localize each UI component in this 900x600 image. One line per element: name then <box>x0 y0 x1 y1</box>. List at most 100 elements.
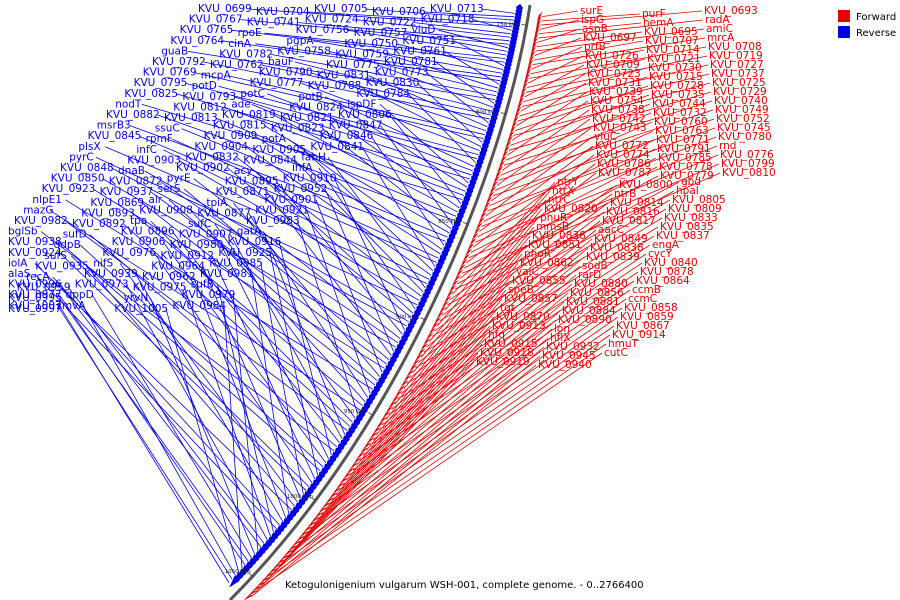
gene-label: KVU_0760 <box>654 116 708 128</box>
leader-line <box>313 316 495 525</box>
gene-label: KVU_0869 <box>90 197 144 209</box>
leader-line <box>470 157 657 253</box>
gene-label: KVU_0870 <box>496 311 550 323</box>
gene-label: KVU_0707 <box>645 35 699 47</box>
gene-feature <box>425 332 434 342</box>
gene-label: KVU_0903 <box>127 154 181 166</box>
gene-feature <box>251 586 263 593</box>
leader-line <box>519 76 648 117</box>
leader-line <box>264 125 450 234</box>
gene-label: KVU_0813 <box>164 112 218 124</box>
gene-label: rarD <box>578 269 601 281</box>
leader-line <box>141 104 463 200</box>
gene-label: viuC <box>594 131 617 143</box>
leader-line <box>172 138 439 259</box>
gene-label: fabH <box>301 151 326 163</box>
leader-line <box>359 85 482 147</box>
gene-label: KVU_0738 <box>591 104 645 116</box>
gene-label: KVU_0977 <box>8 289 62 301</box>
gene-feature <box>490 180 499 192</box>
leader-line <box>193 276 287 518</box>
gene-feature <box>263 572 275 580</box>
leader-line <box>388 244 651 415</box>
gene-label: cinA <box>228 38 251 50</box>
gene-label: KVU_0708 <box>708 41 762 53</box>
gene-feature <box>534 24 541 36</box>
leader-line <box>227 75 485 136</box>
leader-line <box>150 220 353 423</box>
gene-label: KVU_0788 <box>308 80 362 92</box>
gene-label: KVU_0782 <box>219 48 273 60</box>
gene-label: KVU_0809 <box>668 203 722 215</box>
gene-label: KVU_0730 <box>648 62 702 74</box>
leader-line <box>275 346 545 571</box>
leader-line <box>259 352 603 589</box>
gene-feature <box>464 248 473 259</box>
gene-feature <box>255 581 267 589</box>
gene-label: KVU_0739 <box>589 86 643 98</box>
leader-line <box>407 93 476 164</box>
leader-line <box>288 138 443 251</box>
gene-feature <box>402 374 412 384</box>
gene-feature <box>523 73 531 85</box>
leader-line <box>322 128 452 230</box>
leader-line <box>59 294 246 566</box>
gene-feature <box>390 395 400 405</box>
gene-label: KVU_0767 <box>189 14 243 26</box>
leader-line <box>249 8 513 28</box>
leader-line <box>251 364 537 597</box>
gene-feature <box>457 264 466 274</box>
gene-label: KVU_0732 <box>653 107 707 119</box>
gene-label: KVU_0740 <box>714 95 768 107</box>
gene-label: KVU_0800 <box>619 179 673 191</box>
gene-label: potD <box>192 80 217 92</box>
gene-feature <box>535 19 542 31</box>
gene-feature <box>520 87 527 99</box>
gene-label: KVU_0937 <box>100 186 154 198</box>
gene-label: ispG <box>581 14 604 26</box>
gene-feature <box>279 554 291 562</box>
leader-line <box>123 223 351 427</box>
leader-line <box>434 202 609 332</box>
leader-line <box>232 202 381 377</box>
gene-label: KVU_0791 <box>657 143 711 155</box>
leader-line <box>68 287 265 544</box>
gene-label: KVU_0904 <box>194 141 248 153</box>
gene-label: KVU_0849 <box>594 233 648 245</box>
gene-label: mcpA <box>201 70 232 82</box>
leader-line <box>426 211 605 348</box>
leader-line <box>356 19 511 38</box>
gene-label: sufS <box>44 250 67 262</box>
leader-line <box>203 61 490 120</box>
gene-feature <box>345 467 356 476</box>
leader-line <box>368 75 488 128</box>
forward-gene-labels: surE purF KVU_0693 ispG hemA radA aspB KVU_0695… <box>476 5 776 371</box>
leader-line <box>523 67 647 103</box>
gene-feature <box>244 594 255 600</box>
gene-feature <box>283 549 294 557</box>
gene-label: KVU_0959 <box>17 282 71 294</box>
gene-label: KVU_0750 <box>344 38 398 50</box>
gene-label: KVU_0777 <box>250 77 304 89</box>
leader-line <box>335 298 503 496</box>
gene-label: KVU_0715 <box>649 71 703 83</box>
gene-label: KVU_0916 <box>228 236 282 248</box>
gene-label: KVU_0744 <box>652 98 706 110</box>
leader-line <box>479 145 594 233</box>
leader-line <box>510 94 650 146</box>
leader-line <box>431 199 671 337</box>
leader-line <box>409 229 597 379</box>
gene-label: sufC <box>188 218 211 230</box>
leader-line <box>386 54 499 89</box>
leader-line <box>184 287 271 537</box>
gene-label: KVU_0816 <box>606 206 660 218</box>
leader-line <box>89 234 338 448</box>
gene-feature <box>393 390 403 400</box>
gene-label: pgpA <box>286 35 314 47</box>
leader-line <box>185 82 478 160</box>
leader-line <box>220 245 330 460</box>
gene-label: KVU_0697 <box>583 32 637 44</box>
leader-line <box>202 266 301 499</box>
gene-label: KVU_0765 <box>180 24 234 36</box>
leader-line <box>423 11 514 18</box>
